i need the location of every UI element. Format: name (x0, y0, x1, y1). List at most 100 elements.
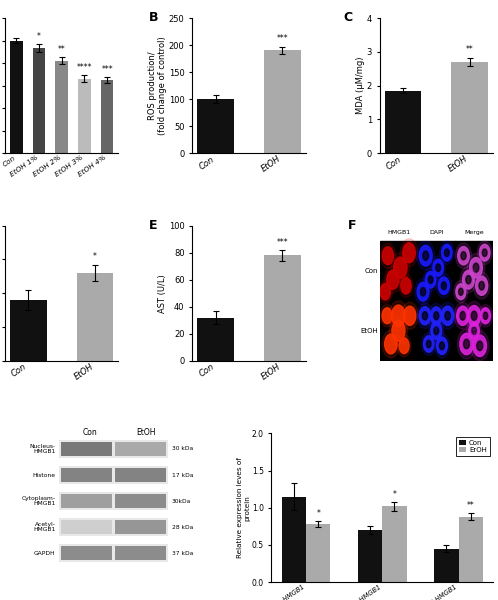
Bar (116, 545, 166, 560)
Circle shape (459, 288, 463, 295)
Bar (116, 442, 166, 457)
Circle shape (419, 307, 431, 325)
Bar (306, 524, 330, 582)
Circle shape (461, 251, 466, 260)
Circle shape (382, 247, 393, 265)
Bar (78, 79, 91, 153)
Circle shape (417, 283, 429, 301)
Bar (114, 466, 168, 484)
Circle shape (434, 327, 439, 335)
Circle shape (378, 280, 392, 304)
Bar (114, 492, 168, 510)
Circle shape (441, 282, 446, 290)
Bar (455, 241, 493, 301)
Circle shape (384, 334, 397, 354)
Circle shape (423, 336, 434, 352)
Circle shape (404, 306, 416, 325)
Circle shape (380, 305, 394, 327)
Circle shape (439, 302, 456, 329)
Circle shape (400, 239, 418, 267)
Circle shape (423, 251, 429, 260)
Text: **: ** (466, 46, 474, 55)
Bar (61, 520, 112, 535)
Text: E: E (149, 219, 158, 232)
Circle shape (473, 335, 487, 356)
Circle shape (415, 278, 431, 305)
Bar (59, 440, 114, 458)
Circle shape (460, 311, 466, 320)
Text: EtOH: EtOH (137, 428, 156, 437)
Bar (417, 241, 455, 301)
Text: Acetyl-
HMGB1: Acetyl- HMGB1 (33, 522, 55, 532)
Text: Histone: Histone (32, 473, 55, 478)
Text: Con: Con (83, 428, 98, 437)
Bar (281, 497, 306, 582)
Circle shape (473, 263, 479, 272)
Circle shape (464, 339, 470, 349)
Circle shape (483, 249, 487, 256)
Circle shape (417, 241, 435, 270)
Circle shape (403, 243, 415, 263)
Circle shape (382, 308, 392, 324)
Bar (358, 530, 382, 582)
Bar (459, 517, 483, 582)
Circle shape (460, 266, 477, 293)
Bar (101, 80, 114, 153)
Circle shape (399, 338, 409, 353)
Text: 30kDa: 30kDa (172, 499, 191, 503)
Circle shape (420, 287, 426, 296)
Circle shape (442, 244, 452, 261)
Circle shape (479, 305, 493, 327)
Text: **: ** (58, 45, 66, 54)
Circle shape (442, 306, 454, 325)
Text: 17 kDa: 17 kDa (172, 473, 193, 478)
Circle shape (477, 241, 492, 265)
Circle shape (421, 332, 436, 355)
Circle shape (470, 331, 489, 361)
Circle shape (456, 284, 466, 299)
Circle shape (480, 244, 490, 261)
Y-axis label: ROS production/
(fold change of control): ROS production/ (fold change of control) (148, 36, 167, 135)
Bar (434, 548, 459, 582)
Bar (379, 301, 417, 361)
Circle shape (457, 306, 469, 325)
Circle shape (425, 271, 436, 288)
Y-axis label: Relative expression leves of
protein: Relative expression leves of protein (238, 457, 250, 558)
Text: ***: *** (276, 34, 288, 43)
Circle shape (423, 268, 438, 292)
Circle shape (392, 320, 405, 341)
Bar (379, 241, 417, 301)
Circle shape (458, 247, 469, 265)
Circle shape (469, 322, 480, 339)
Circle shape (380, 243, 396, 268)
Circle shape (422, 311, 427, 320)
Bar (114, 518, 168, 536)
Circle shape (389, 301, 408, 331)
Text: Merge: Merge (464, 230, 484, 235)
Text: Con: Con (364, 268, 377, 274)
Circle shape (466, 275, 471, 284)
Circle shape (467, 319, 482, 343)
Text: 37 kDa: 37 kDa (172, 551, 193, 556)
Text: *: * (316, 509, 320, 518)
Circle shape (436, 264, 441, 272)
Circle shape (389, 316, 408, 346)
Circle shape (428, 303, 444, 328)
Text: *: * (93, 252, 97, 261)
Bar (61, 442, 112, 457)
Bar (10, 300, 47, 361)
Circle shape (438, 277, 449, 295)
Circle shape (471, 311, 477, 320)
Bar (382, 506, 407, 582)
Circle shape (401, 277, 411, 294)
Circle shape (384, 266, 401, 293)
Bar (59, 492, 114, 510)
Bar (116, 520, 166, 535)
Bar (61, 467, 112, 482)
Legend: Con, ErOH: Con, ErOH (456, 437, 490, 456)
Circle shape (431, 307, 442, 325)
Circle shape (382, 330, 399, 358)
Circle shape (434, 312, 439, 320)
Circle shape (399, 274, 413, 298)
Text: GAPDH: GAPDH (34, 551, 55, 556)
